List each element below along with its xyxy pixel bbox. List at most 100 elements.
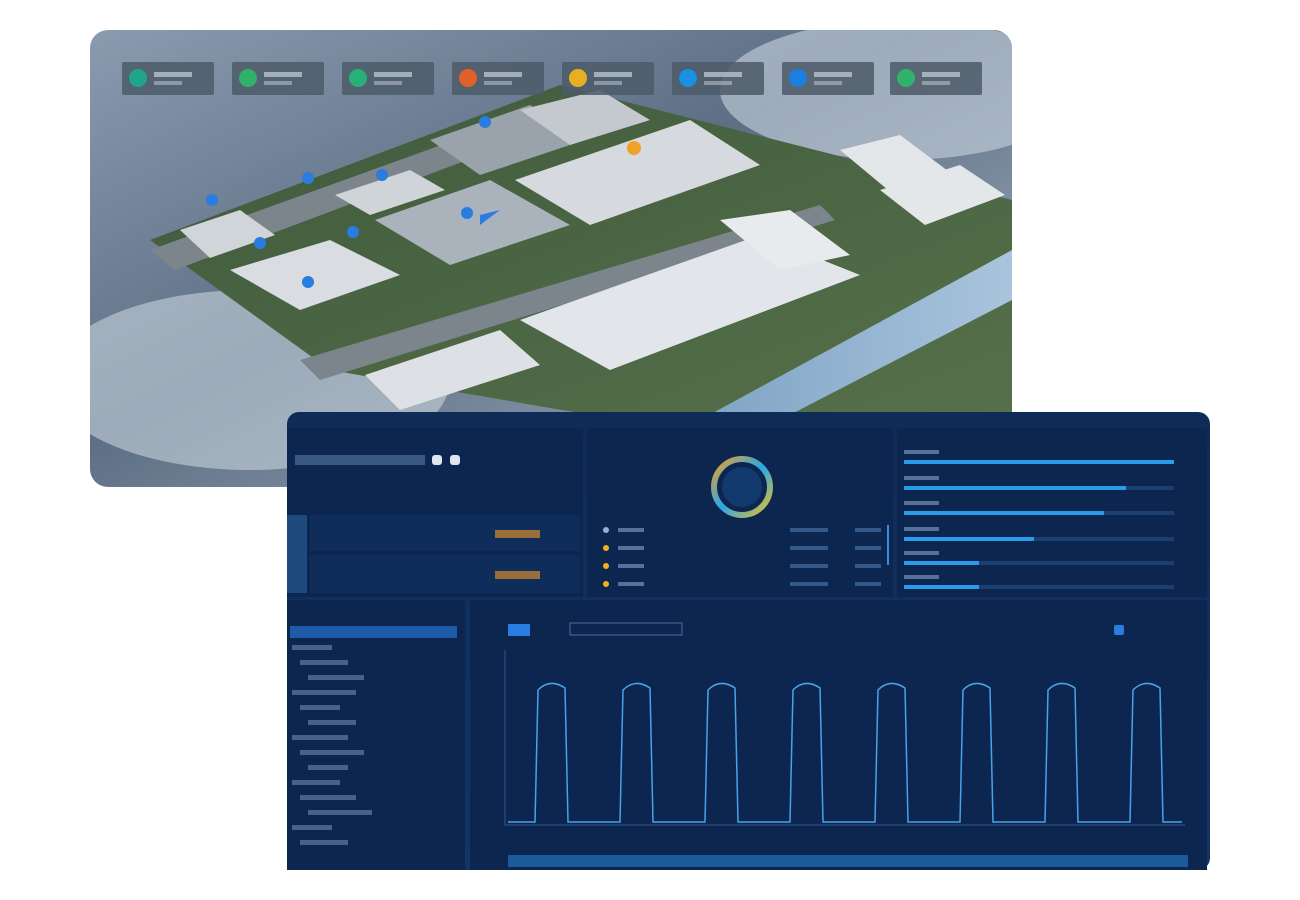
legend-dot [603,581,609,587]
tree-item [292,690,356,695]
text-placeholder [618,582,644,586]
tab[interactable] [508,624,530,636]
bar [904,537,1034,541]
text-placeholder [790,582,828,586]
map-pin [479,116,491,128]
tree-item [308,765,348,770]
aerial-card [90,30,1012,487]
bar [904,511,1104,515]
text-placeholder [904,501,939,505]
tree-item [292,645,332,650]
text-placeholder [922,81,950,85]
value-placeholder [495,571,540,579]
text-placeholder [484,72,522,77]
kpi-card [122,62,214,95]
kpi-card [672,62,764,95]
text-placeholder [704,81,732,85]
text-placeholder [904,575,939,579]
road [300,205,835,380]
text-placeholder [618,564,644,568]
text-placeholder [484,81,512,85]
kpi-icon [459,69,477,87]
text-placeholder [264,72,302,77]
text-placeholder [264,81,292,85]
map-pin [302,276,314,288]
text-placeholder [295,455,425,465]
text-placeholder [855,582,881,586]
text-placeholder [814,72,852,77]
text-placeholder [374,72,412,77]
text-placeholder [618,528,644,532]
text-placeholder [594,72,632,77]
bar [904,561,979,565]
building [180,210,275,258]
checkbox[interactable] [1114,625,1124,635]
donut [711,456,773,518]
bar [904,486,1126,490]
kpi-card [562,62,654,95]
kpi-icon [349,69,367,87]
tree-item [300,660,348,665]
map-pin [206,194,218,206]
kpi-icon [679,69,697,87]
kpi-icon [897,69,915,87]
search-box[interactable] [290,626,457,638]
site-ground [150,85,1012,420]
text-placeholder [904,527,939,531]
building [720,210,850,270]
kpi-card [342,62,434,95]
building [520,235,860,370]
decor [292,450,1174,845]
trend-line [508,682,1182,823]
value-placeholder [495,530,540,538]
map-pin [480,210,500,225]
text-placeholder [904,476,939,480]
text-placeholder [814,81,842,85]
side-tab [287,515,307,593]
donut-center [722,467,762,507]
text-placeholder [154,81,182,85]
text-placeholder [154,72,192,77]
building [375,180,570,265]
tree-item [308,810,372,815]
kpi-card [890,62,982,95]
map-pin [461,207,473,219]
tree-item [292,825,332,830]
building [365,330,540,410]
map-pin [347,226,359,238]
text-placeholder [904,450,939,454]
button[interactable] [450,455,460,465]
map-pin [254,237,266,249]
button[interactable] [432,455,442,465]
tree-item [300,705,340,710]
tree-item [292,735,348,740]
tree-item [300,750,364,755]
bar [904,460,1174,464]
tree-item [300,795,356,800]
river [700,250,1012,420]
date-picker[interactable] [569,622,683,636]
map-pin [627,141,641,155]
kpi-icon [129,69,147,87]
text-placeholder [704,72,742,77]
building [520,90,650,145]
text-placeholder [855,546,881,550]
text-placeholder [855,528,881,532]
bar-track [904,561,1174,565]
tree-item [308,675,364,680]
kpi-card [232,62,324,95]
text-placeholder [594,81,622,85]
text-placeholder [922,72,960,77]
kpi-card [782,62,874,95]
text-placeholder [790,546,828,550]
legend-dot [603,563,609,569]
kpi-icon [789,69,807,87]
dashboard [287,412,1210,870]
panel [470,600,1207,870]
bar-track [904,537,1174,541]
map-pin [302,172,314,184]
text-placeholder [904,551,939,555]
text-placeholder [790,564,828,568]
